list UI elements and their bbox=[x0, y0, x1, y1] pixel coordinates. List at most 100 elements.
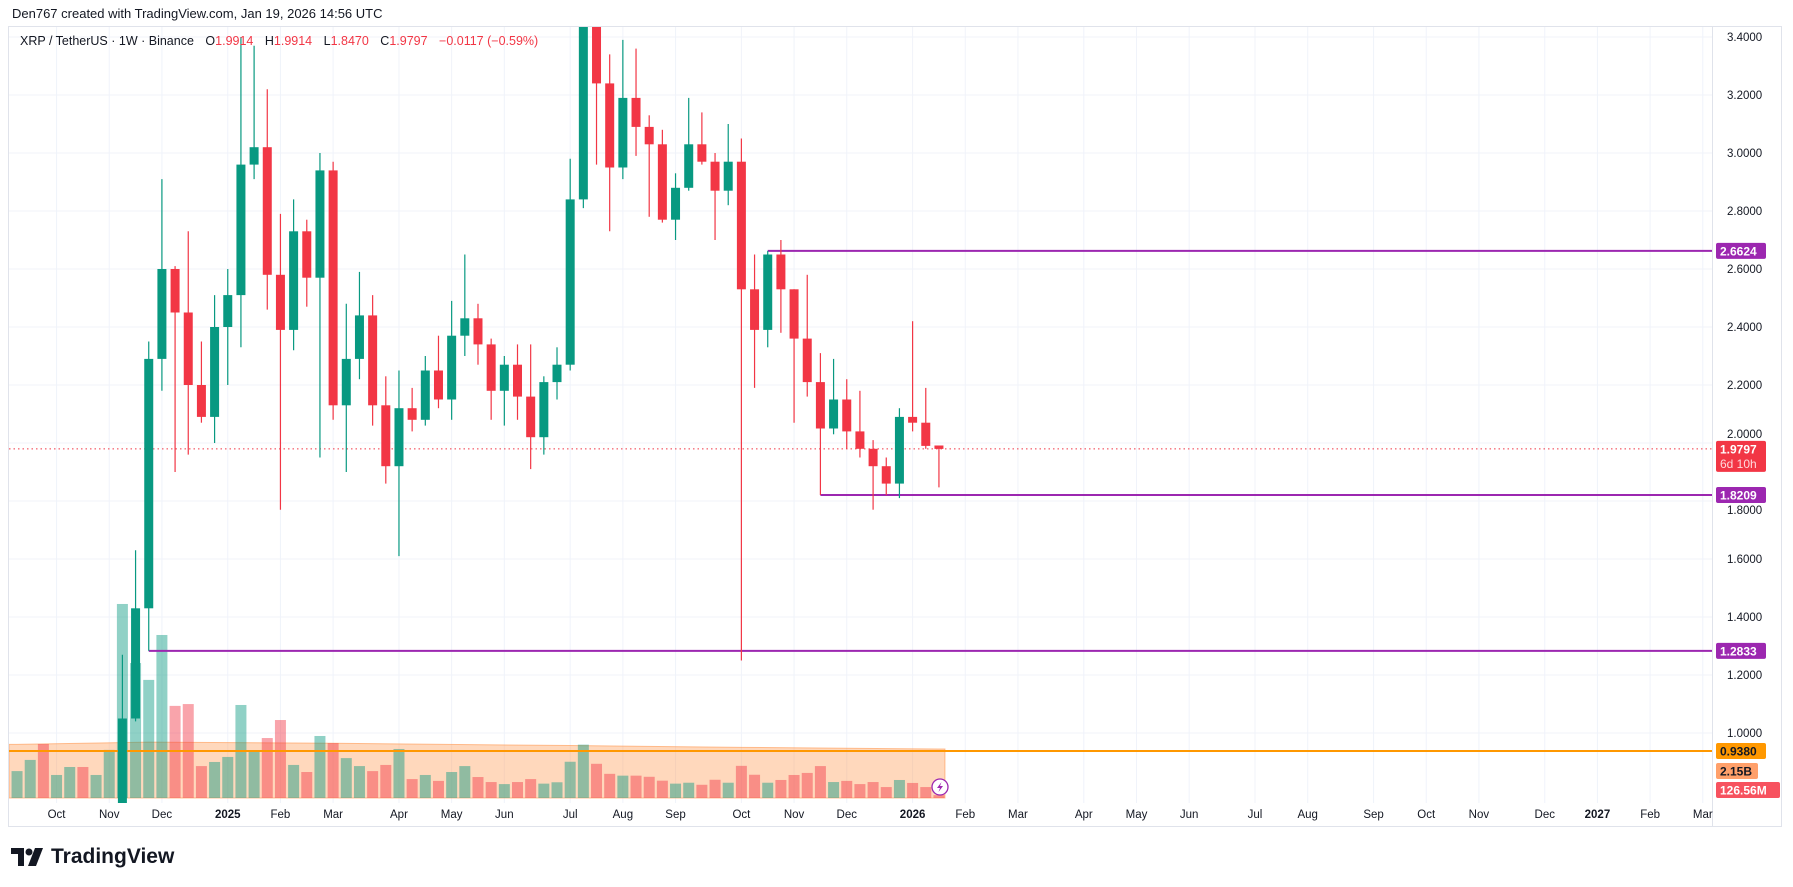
candle bbox=[473, 303, 483, 365]
candle bbox=[131, 550, 141, 722]
candle bbox=[394, 370, 404, 557]
candle bbox=[499, 356, 509, 426]
volume-bar bbox=[801, 772, 813, 798]
symbol-legend[interactable]: XRP / TetherUS · 1W · Binance O1.9914 H1… bbox=[20, 34, 538, 48]
volume-bar bbox=[880, 787, 892, 798]
last-volume-badge-bg bbox=[1716, 782, 1780, 798]
close-label: C bbox=[380, 34, 390, 48]
candle bbox=[433, 335, 443, 409]
volume-bar bbox=[432, 780, 444, 798]
volume-bar bbox=[406, 779, 418, 798]
volume-ma-area bbox=[9, 741, 946, 799]
price-tick-label: 1.2000 bbox=[1727, 670, 1762, 682]
volume-bar bbox=[854, 784, 866, 798]
price-tick-label: 1.6000 bbox=[1727, 554, 1762, 566]
change-value: −0.0117 (−0.59%) bbox=[439, 34, 539, 48]
lightning-icon[interactable] bbox=[931, 778, 949, 796]
close-value: 1.9797 bbox=[389, 34, 428, 48]
candle-body bbox=[921, 422, 931, 446]
candle bbox=[236, 37, 246, 348]
time-tick-label: Aug bbox=[1297, 809, 1317, 821]
candle bbox=[789, 289, 799, 423]
volume-bar bbox=[51, 774, 63, 798]
time-tick-label: May bbox=[441, 809, 463, 821]
time-tick-label: Feb bbox=[955, 809, 975, 821]
volume-bar bbox=[670, 783, 682, 798]
candle-body bbox=[684, 144, 694, 188]
volume-bar bbox=[380, 764, 392, 798]
candle-body bbox=[315, 170, 325, 278]
candle bbox=[249, 45, 259, 180]
candle-body bbox=[473, 318, 483, 345]
candle bbox=[750, 254, 760, 388]
candle bbox=[328, 161, 338, 420]
level-price-badge-text: 0.9380 bbox=[1720, 744, 1757, 758]
candle-body bbox=[868, 448, 878, 467]
volume-bar bbox=[459, 766, 471, 798]
candle-body bbox=[644, 126, 654, 145]
candle-body bbox=[394, 408, 404, 467]
volume-bar bbox=[722, 782, 734, 798]
volume-bar bbox=[564, 761, 576, 798]
time-tick-label: Jun bbox=[495, 809, 514, 821]
candle-body bbox=[328, 170, 338, 406]
volume-bar bbox=[604, 773, 616, 798]
volume-bar bbox=[64, 766, 76, 798]
volume-bar bbox=[11, 771, 23, 798]
volume-bar bbox=[222, 756, 234, 798]
volume-bar bbox=[656, 780, 668, 798]
volume-bar bbox=[630, 775, 642, 798]
candle bbox=[684, 97, 694, 191]
volume-bar bbox=[156, 634, 168, 798]
volume-bar bbox=[920, 787, 932, 798]
candle bbox=[210, 295, 220, 443]
volume-bar bbox=[90, 774, 102, 798]
last-volume-badge-text: 126.56M bbox=[1720, 784, 1767, 798]
candle bbox=[447, 300, 457, 420]
candle bbox=[908, 321, 918, 432]
candle-body bbox=[750, 289, 760, 330]
volume-bar bbox=[195, 766, 207, 798]
volume-bar bbox=[393, 748, 405, 798]
candle-body bbox=[565, 199, 575, 365]
candle bbox=[539, 376, 549, 455]
candle-body bbox=[894, 416, 904, 484]
candle bbox=[552, 347, 562, 400]
candle-body bbox=[513, 364, 522, 397]
level-price-badge-text: 2.6624 bbox=[1720, 244, 1757, 258]
candle bbox=[170, 266, 180, 472]
time-tick-label: Mar bbox=[1008, 809, 1028, 821]
level-price-badge-bg bbox=[1716, 742, 1766, 759]
open-label: O bbox=[205, 34, 216, 48]
candle bbox=[117, 654, 127, 803]
volume-bar bbox=[340, 758, 352, 798]
volume-bar bbox=[274, 720, 286, 798]
price-tick-label: 3.2000 bbox=[1727, 90, 1762, 102]
level-price-badge: 1.2833 bbox=[1716, 642, 1766, 659]
candles bbox=[117, 27, 944, 803]
time-tick-label: Feb bbox=[1640, 809, 1660, 821]
candle-body bbox=[196, 385, 206, 417]
candle-body bbox=[789, 289, 799, 339]
candle-body bbox=[881, 466, 891, 484]
symbol-name[interactable]: XRP / TetherUS · 1W · Binance bbox=[20, 34, 194, 48]
candle bbox=[934, 445, 944, 488]
time-tick-label: Oct bbox=[732, 809, 751, 821]
volume-bar bbox=[814, 766, 826, 798]
volume-bar bbox=[577, 744, 589, 798]
candle bbox=[341, 303, 351, 472]
candle-body bbox=[842, 399, 852, 432]
candle bbox=[565, 158, 575, 371]
candle-body bbox=[657, 144, 667, 220]
time-tick-label: 2026 bbox=[900, 809, 926, 821]
tradingview-logo[interactable]: TradingView bbox=[11, 845, 174, 869]
candle-body bbox=[262, 147, 272, 275]
price-tick-label: 2.4000 bbox=[1727, 322, 1762, 334]
volume-bar bbox=[419, 774, 431, 798]
volume-bar bbox=[696, 784, 708, 798]
volume-bar bbox=[775, 779, 787, 798]
time-tick-label: Nov bbox=[784, 809, 805, 821]
time-tick-label: Dec bbox=[152, 809, 173, 821]
volume-ma-badge-bg bbox=[1716, 763, 1758, 779]
